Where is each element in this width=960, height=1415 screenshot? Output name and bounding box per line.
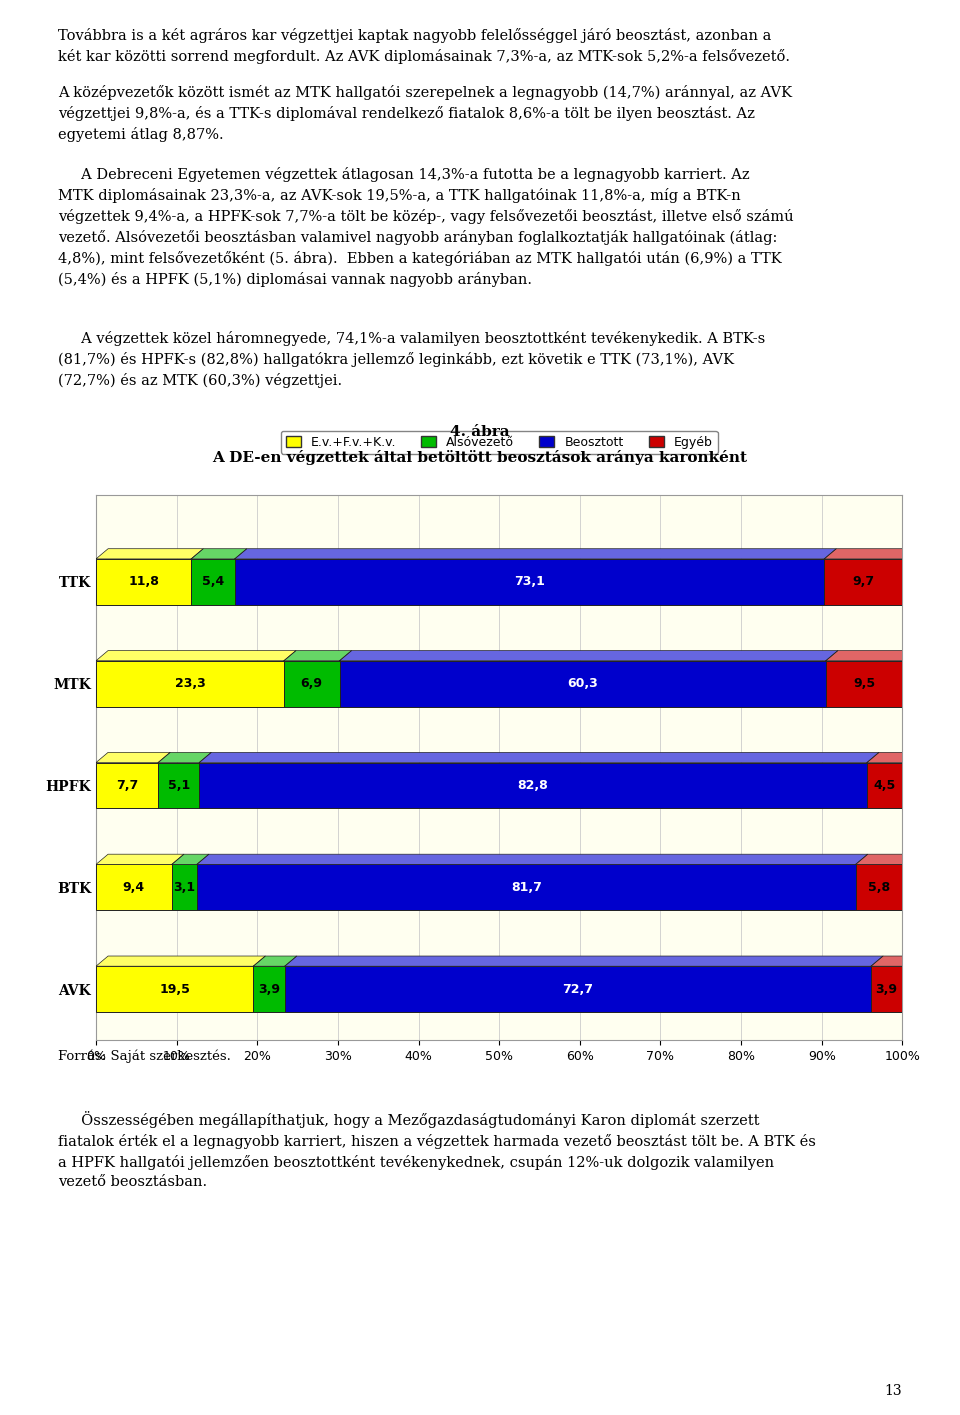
Bar — [191, 559, 234, 604]
Text: 3,1: 3,1 — [173, 880, 196, 894]
Text: Továbbra is a két agráros kar végzettjei kaptak nagyobb felelősséggel járó beosz: Továbbra is a két agráros kar végzettjei… — [58, 28, 789, 64]
Text: 5,4: 5,4 — [202, 576, 224, 589]
Text: 3,9: 3,9 — [876, 982, 898, 996]
Polygon shape — [855, 855, 915, 865]
Text: 60,3: 60,3 — [567, 678, 598, 691]
Bar — [96, 763, 158, 808]
Bar — [871, 966, 902, 1012]
Bar — [96, 559, 191, 604]
Polygon shape — [825, 549, 915, 559]
Text: Forrás: Saját szerkesztés.: Forrás: Saját szerkesztés. — [58, 1050, 230, 1064]
Text: 19,5: 19,5 — [159, 982, 190, 996]
Text: 11,8: 11,8 — [128, 576, 159, 589]
Bar — [158, 763, 200, 808]
Bar — [96, 661, 284, 706]
Text: 72,7: 72,7 — [563, 982, 593, 996]
Text: 4,5: 4,5 — [874, 778, 897, 792]
Text: 82,8: 82,8 — [517, 778, 548, 792]
Text: 81,7: 81,7 — [511, 880, 541, 894]
Bar — [825, 559, 902, 604]
Bar — [200, 763, 867, 808]
Text: A középvezetők között ismét az MTK hallgatói szerepelnek a legnagyobb (14,7%) ar: A középvezetők között ismét az MTK hallg… — [58, 85, 792, 142]
Bar — [340, 661, 826, 706]
Bar — [285, 966, 871, 1012]
Text: 6,9: 6,9 — [300, 678, 323, 691]
Polygon shape — [826, 651, 915, 661]
Bar — [855, 865, 902, 910]
Text: 5,1: 5,1 — [168, 778, 190, 792]
Text: A végzettek közel háromnegyede, 74,1%-a valamilyen beosztottként tevékenykedik. : A végzettek közel háromnegyede, 74,1%-a … — [58, 331, 765, 388]
Polygon shape — [285, 957, 883, 966]
Bar — [197, 865, 855, 910]
Polygon shape — [96, 651, 296, 661]
Polygon shape — [197, 855, 868, 865]
Legend: E.v.+F.v.+K.v., Alsóvezető, Beosztott, Egyéb: E.v.+F.v.+K.v., Alsóvezető, Beosztott, E… — [281, 430, 717, 454]
Text: 9,7: 9,7 — [852, 576, 875, 589]
Polygon shape — [172, 855, 209, 865]
Text: 4. ábra: 4. ábra — [450, 424, 510, 439]
Bar — [96, 865, 172, 910]
Text: 9,5: 9,5 — [853, 678, 876, 691]
Text: A Debreceni Egyetemen végzettek átlagosan 14,3%-a futotta be a legnagyobb karrie: A Debreceni Egyetemen végzettek átlagosa… — [58, 167, 793, 287]
Text: 7,7: 7,7 — [116, 778, 138, 792]
Text: 73,1: 73,1 — [514, 576, 545, 589]
Polygon shape — [200, 753, 879, 763]
Bar — [172, 865, 197, 910]
Bar — [826, 661, 902, 706]
Polygon shape — [96, 753, 170, 763]
Polygon shape — [96, 957, 265, 966]
Polygon shape — [96, 855, 184, 865]
Polygon shape — [191, 549, 247, 559]
Text: 5,8: 5,8 — [868, 880, 890, 894]
Text: A DE-en végzettek által betöltött beosztások aránya karonként: A DE-en végzettek által betöltött beoszt… — [212, 450, 748, 466]
Text: 3,9: 3,9 — [258, 982, 280, 996]
Polygon shape — [234, 549, 836, 559]
Bar — [96, 966, 253, 1012]
Bar — [284, 661, 340, 706]
Bar — [867, 763, 903, 808]
Polygon shape — [867, 753, 915, 763]
Polygon shape — [253, 957, 297, 966]
Text: 23,3: 23,3 — [175, 678, 205, 691]
Bar — [253, 966, 285, 1012]
Polygon shape — [340, 651, 838, 661]
Polygon shape — [96, 549, 204, 559]
Text: 9,4: 9,4 — [123, 880, 145, 894]
Polygon shape — [158, 753, 211, 763]
Text: Összességében megállapíthatjuk, hogy a Mezőgazdaságtudományi Karon diplomát szer: Összességében megállapíthatjuk, hogy a M… — [58, 1111, 815, 1189]
Bar — [234, 559, 825, 604]
Text: 13: 13 — [885, 1384, 902, 1398]
Polygon shape — [871, 957, 915, 966]
Polygon shape — [284, 651, 351, 661]
